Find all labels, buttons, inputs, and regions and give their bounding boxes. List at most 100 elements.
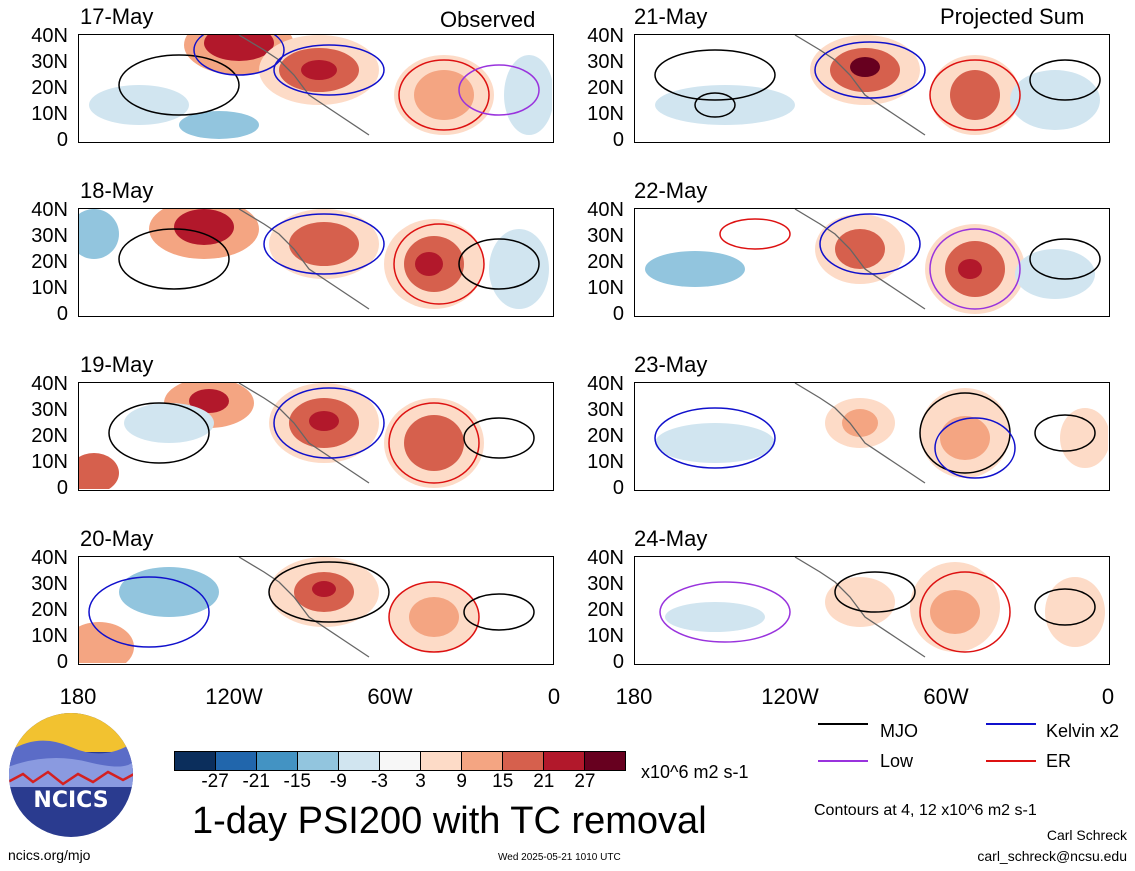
left-lat-label: 40N: [31, 25, 68, 47]
right-lat-label: 30N: [587, 399, 624, 421]
legend-kelvin: Kelvin x2: [1046, 721, 1120, 741]
panel-date-24-may: 24-May: [634, 526, 708, 551]
map-24-may-plot: [659, 557, 1105, 658]
colorbar-label: 3: [415, 771, 426, 792]
map-17-may-plot: [89, 35, 552, 139]
right-lat-label: 10N: [587, 277, 624, 299]
colorbar-swatch: [462, 752, 503, 770]
colorbar-label: 15: [492, 771, 514, 792]
map-19-may-plot: [79, 383, 535, 489]
right-lat-label: 20N: [587, 599, 624, 621]
right-lat-label: 20N: [587, 425, 624, 447]
map-panel-24-may: [634, 556, 1110, 665]
colorbar-swatch: [339, 752, 380, 770]
panel-date-21-may: 21-May: [634, 4, 708, 29]
legend-kelvin-line: [986, 723, 1036, 725]
lon-label-180-left: 180: [59, 684, 97, 709]
lon-label-0-left: 0: [547, 684, 561, 709]
panel-date-17-may: 17-May: [80, 4, 154, 29]
left-lat-label: 0: [56, 129, 68, 151]
author-email[interactable]: carl_schreck@ncsu.edu: [977, 848, 1127, 864]
colorbar-label: -3: [371, 771, 388, 792]
colorbar-swatch: [257, 752, 298, 770]
website-link[interactable]: ncics.org/mjo: [8, 847, 91, 863]
right-lat-label: 20N: [587, 77, 624, 99]
panel-date-19-may: 19-May: [80, 352, 154, 377]
right-lat-label: 40N: [587, 25, 624, 47]
lon-label-180-right: 180: [615, 684, 653, 709]
colorbar-label: -21: [242, 771, 270, 792]
legend-low: Low: [880, 751, 914, 771]
left-lat-label: 40N: [31, 547, 68, 569]
left-lat-label: 10N: [31, 277, 68, 299]
right-lat-label: 10N: [587, 451, 624, 473]
left-lat-label: 30N: [31, 225, 68, 247]
colorbar-swatch: [421, 752, 462, 770]
map-18-may-plot: [79, 209, 549, 310]
ncics-logo: NCICS: [8, 712, 134, 838]
panel-date-18-may: 18-May: [80, 178, 154, 203]
ncics-logo-text: NCICS: [33, 788, 109, 813]
map-panel-18-may: [78, 208, 554, 317]
colorbar-swatch: [585, 752, 625, 770]
observed-title: Observed: [440, 7, 536, 32]
left-lat-label: 0: [56, 477, 68, 499]
map-panel-21-may: [634, 34, 1110, 143]
colorbar-label: -15: [283, 771, 311, 792]
left-lat-label: 20N: [31, 77, 68, 99]
right-lat-label: 0: [612, 303, 624, 325]
lon-label-0-right: 0: [1101, 684, 1115, 709]
panel-date-23-may: 23-May: [634, 352, 708, 377]
lon-label-120w-left: 120W: [205, 684, 263, 709]
colorbar-label: -27: [201, 771, 229, 792]
right-lat-label: 40N: [587, 199, 624, 221]
colorbar-label: 21: [533, 771, 555, 792]
right-lat-label: 10N: [587, 103, 624, 125]
legend-er-line: [986, 760, 1036, 762]
right-lat-label: 0: [612, 129, 624, 151]
left-lat-label: 30N: [31, 51, 68, 73]
lon-label-120w-right: 120W: [761, 684, 819, 709]
left-lat-label: 40N: [31, 199, 68, 221]
left-lat-label: 20N: [31, 599, 68, 621]
map-23-may-plot: [654, 383, 1108, 484]
legend-er: ER: [1046, 751, 1072, 771]
map-panel-19-may: [78, 382, 554, 491]
map-panel-23-may: [634, 382, 1110, 491]
colorbar-swatch: [298, 752, 339, 770]
colorbar-swatch: [175, 752, 216, 770]
right-lat-label: 0: [612, 477, 624, 499]
projected-sum-title: Projected Sum: [940, 4, 1085, 29]
timestamp: Wed 2025-05-21 1010 UTC: [498, 852, 621, 863]
colorbar-swatch: [503, 752, 544, 770]
left-lat-label: 30N: [31, 399, 68, 421]
legend-low-line: [818, 760, 868, 762]
panel-date-22-may: 22-May: [634, 178, 708, 203]
map-panel-17-may: [78, 34, 554, 143]
panel-date-20-may: 20-May: [80, 526, 154, 551]
left-lat-label: 20N: [31, 425, 68, 447]
legend-mjo-line: [818, 723, 868, 725]
colorbar-units: x10^6 m2 s-1: [641, 762, 749, 782]
right-lat-label: 0: [612, 651, 624, 673]
map-20-may-plot: [79, 557, 535, 663]
right-lat-label: 10N: [587, 625, 624, 647]
figure-title: 1-day PSI200 with TC removal: [192, 800, 707, 842]
map-21-may-plot: [654, 35, 1101, 136]
left-lat-label: 20N: [31, 251, 68, 273]
ncics-logo-icon: [9, 713, 133, 837]
right-lat-label: 30N: [587, 51, 624, 73]
left-lat-label: 40N: [31, 373, 68, 395]
lon-label-60w-right: 60W: [923, 684, 969, 709]
author-name: Carl Schreck: [1046, 827, 1127, 843]
left-lat-label: 10N: [31, 103, 68, 125]
colorbar-swatch: [544, 752, 585, 770]
right-lat-label: 40N: [587, 373, 624, 395]
contours-note: Contours at 4, 12 x10^6 m2 s-1: [814, 802, 1037, 819]
left-lat-label: 0: [56, 651, 68, 673]
colorbar-label: 9: [456, 771, 467, 792]
right-lat-label: 30N: [587, 225, 624, 247]
right-lat-label: 20N: [587, 251, 624, 273]
colorbar-swatch: [216, 752, 257, 770]
right-lat-label: 30N: [587, 573, 624, 595]
